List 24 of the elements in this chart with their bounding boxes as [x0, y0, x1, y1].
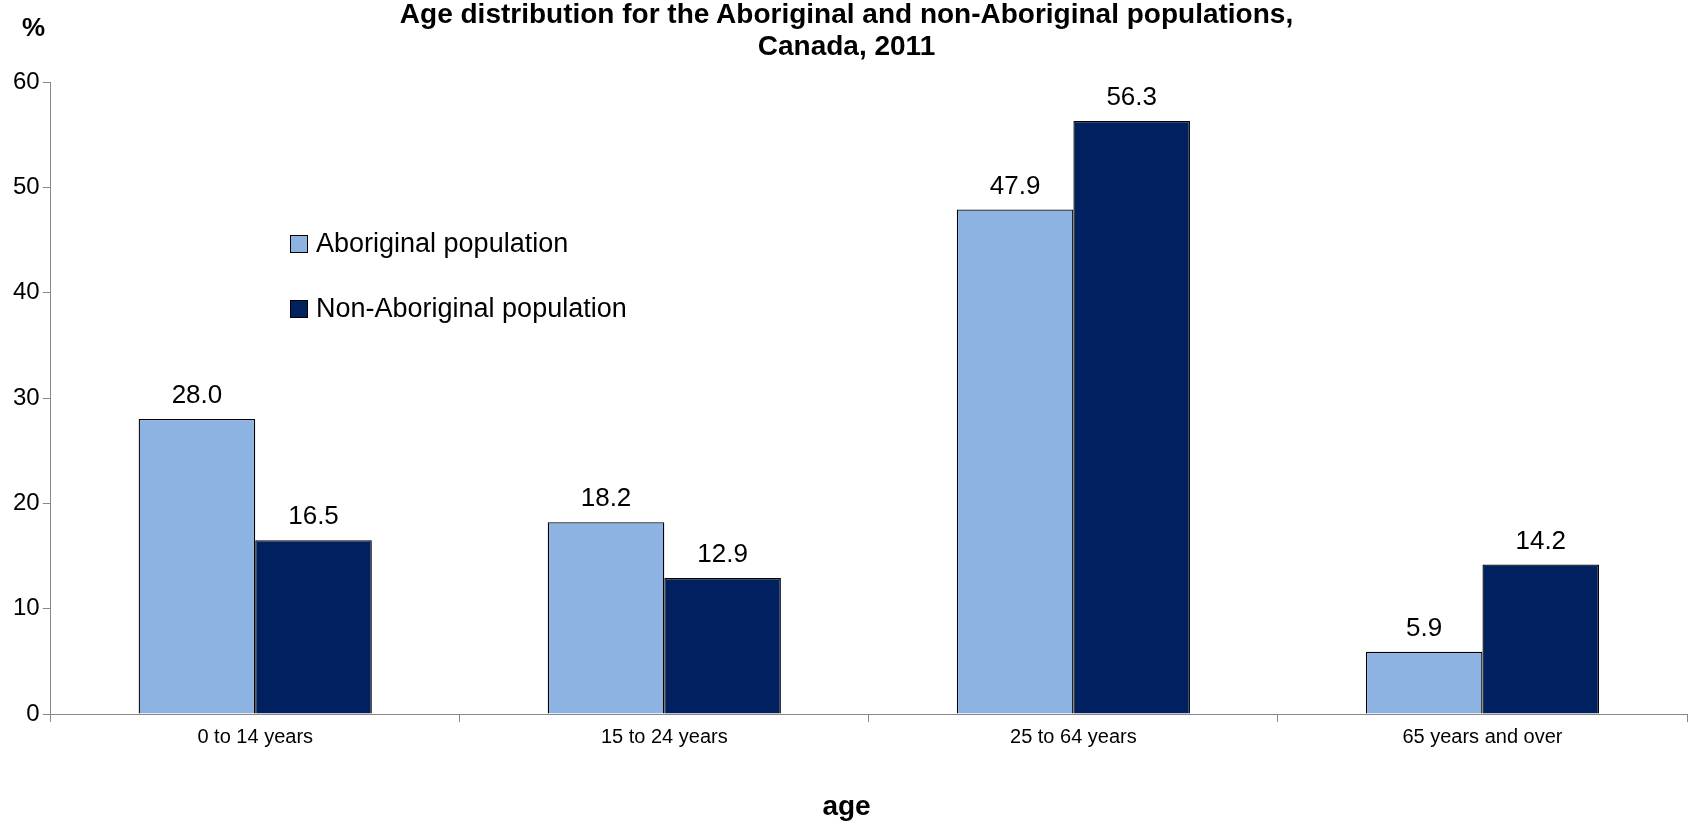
x-tick-label: 15 to 24 years [600, 724, 728, 747]
data-label: 5.9 [1406, 612, 1443, 643]
data-label: 56.3 [1106, 81, 1157, 112]
legend-label: Aboriginal population [316, 228, 569, 259]
y-tick-label: 50 [12, 171, 40, 199]
x-axis-title: age [821, 790, 872, 822]
chart-title: Age distribution for the Aboriginal and non-Aboriginal populations, Canada, 2011 [398, 0, 1295, 62]
x-tick-label: 25 to 64 years [1010, 724, 1137, 747]
data-label: 47.9 [989, 169, 1041, 200]
y-axis-title: % [22, 12, 46, 43]
data-label: 16.5 [288, 500, 339, 531]
x-tick-label: 0 to 14 years [197, 724, 314, 747]
data-label: 12.9 [697, 538, 748, 569]
data-label: 18.2 [580, 482, 632, 513]
legend-label: Non-Aboriginal population [316, 293, 627, 324]
y-tick-label: 40 [12, 277, 40, 305]
y-tick-label: 30 [12, 382, 40, 410]
data-label: 28.0 [171, 379, 223, 410]
y-tick-label: 0 [26, 698, 40, 726]
y-tick-label: 20 [12, 487, 40, 515]
y-tick-label: 60 [12, 66, 40, 94]
x-tick-label: 65 years and over [1402, 724, 1563, 747]
data-label: 14.2 [1515, 524, 1567, 555]
y-tick-label: 10 [12, 593, 40, 621]
